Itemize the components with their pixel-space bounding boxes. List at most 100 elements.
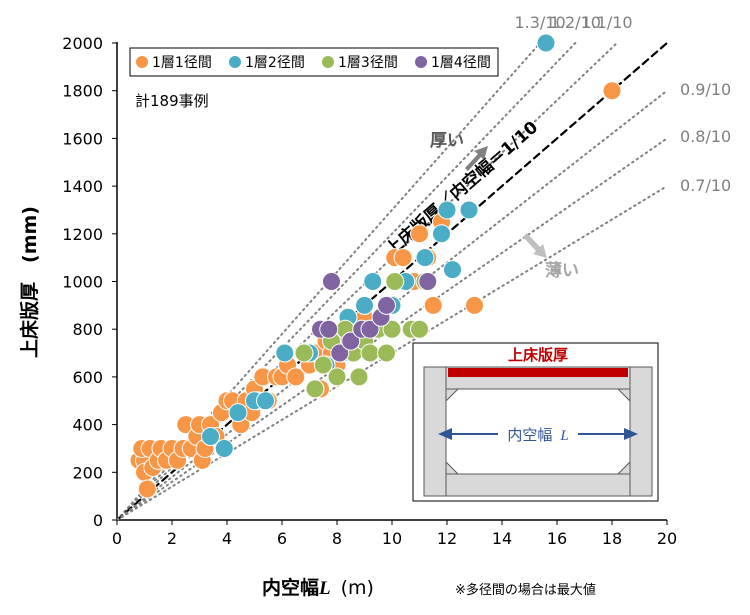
inset-title: 上床版厚 — [508, 346, 568, 364]
x-tick-label: 12 — [437, 529, 457, 548]
y-tick-label: 1200 — [62, 225, 103, 244]
thick-annotation: 厚い — [430, 131, 488, 171]
haunch-bottom-right — [616, 460, 631, 475]
legend-box — [129, 47, 499, 77]
culvert-bottom-slab — [423, 473, 653, 497]
data-point-series-3 — [294, 343, 314, 363]
data-point-series-1 — [393, 248, 413, 268]
legend-label: 1層2径間 — [245, 55, 305, 71]
data-point-series-4 — [377, 295, 396, 315]
data-point-series-2 — [443, 260, 462, 280]
thick-arrow-shape — [465, 146, 488, 171]
haunch-top-left — [445, 388, 460, 403]
y-tick-label: 1600 — [62, 129, 103, 148]
data-point-series-1 — [410, 224, 429, 244]
data-point-series-2 — [201, 427, 220, 447]
x-tick-label: 2 — [167, 529, 177, 548]
thin-label: 薄い — [545, 260, 579, 281]
y-tick-label: 200 — [72, 463, 103, 482]
ratio-label: 1.2/10 — [550, 13, 601, 32]
y-tick-label: 1800 — [62, 82, 103, 101]
x-tick-label: 6 — [277, 529, 287, 548]
legend-marker — [415, 56, 427, 68]
data-point-series-1 — [286, 367, 306, 387]
count-label: 計189事例 — [135, 92, 209, 110]
data-point-series-2 — [415, 248, 435, 268]
thin-annotation: 薄い — [523, 233, 579, 281]
thin-arrow-shape — [523, 233, 547, 258]
x-tick-label: 18 — [602, 529, 622, 548]
data-point-series-2 — [256, 391, 275, 411]
data-point-series-3 — [410, 319, 429, 339]
span-arrowhead-left — [438, 428, 452, 440]
y-axis-title: 上床版厚 (mm) — [18, 206, 41, 358]
data-point-series-2 — [228, 403, 248, 423]
span-arrowhead-right — [624, 428, 638, 440]
x-tick-label: 4 — [222, 529, 232, 548]
data-point-series-4 — [319, 319, 339, 339]
data-point-series-2 — [214, 438, 234, 458]
legend-marker — [229, 56, 241, 68]
data-point-series-1 — [465, 295, 484, 315]
legend-marker — [136, 56, 148, 68]
legend-label: 1層4径間 — [431, 55, 491, 71]
legend-label: 1層3径間 — [338, 55, 398, 71]
data-point-series-3 — [377, 343, 396, 363]
x-axis-note: ※多径間の場合は最大値 — [455, 582, 596, 598]
data-point-series-2 — [275, 343, 295, 363]
inset-diagram: 上床版厚 内空幅 L — [412, 342, 659, 502]
data-point-series-3 — [382, 319, 402, 339]
y-tick-label: 1400 — [62, 177, 103, 196]
data-point-series-3 — [327, 367, 347, 387]
x-tick-label: 16 — [547, 529, 567, 548]
top-slab-highlight — [448, 368, 628, 377]
x-tick-label: 14 — [492, 529, 512, 548]
y-tick-label: 0 — [93, 511, 103, 530]
haunch-top-right — [616, 388, 631, 403]
y-tick-label: 1000 — [62, 273, 103, 292]
x-axis-var: L — [318, 578, 331, 599]
legend-label: 1層1径間 — [152, 55, 212, 71]
data-point-series-3 — [313, 355, 333, 375]
y-tick-label: 2000 — [62, 34, 103, 53]
ratio-label: 0.9/10 — [680, 80, 731, 99]
y-tick-label: 800 — [72, 320, 103, 339]
x-tick-label: 20 — [657, 529, 677, 548]
x-axis-unit: (m) — [341, 577, 374, 599]
y-ticks: 0 200 400 600 800 1000 1200 1400 1600 1800 2000 — [62, 34, 117, 530]
ratio-label: 0.8/10 — [680, 127, 731, 146]
ratio-label: 1.1/10 — [581, 13, 632, 32]
legend-marker — [322, 56, 334, 68]
data-point-series-3 — [349, 367, 369, 387]
data-point-series-1 — [423, 295, 443, 315]
data-point-series-2 — [437, 200, 457, 220]
data-point-series-4 — [341, 331, 361, 351]
data-point-series-3 — [360, 343, 380, 363]
culvert-left-wall — [423, 366, 447, 497]
data-point-series-2 — [536, 33, 556, 53]
data-point-series-2 — [432, 224, 451, 244]
y-tick-label: 400 — [72, 416, 103, 435]
x-ticks: 0 2 4 6 8 10 12 14 16 18 20 — [112, 520, 677, 548]
data-point-series-4 — [322, 272, 341, 291]
culvert-right-wall — [629, 366, 653, 497]
culvert-inner — [445, 388, 631, 475]
data-point-series-2 — [355, 295, 374, 315]
span-var: L — [559, 428, 568, 444]
data-point-series-1 — [602, 81, 622, 101]
scatter-points — [129, 33, 622, 499]
data-point-series-4 — [330, 343, 350, 363]
data-point-series-4 — [360, 319, 380, 339]
y-tick-label: 600 — [72, 368, 103, 387]
x-axis-title: 内空幅L (m) — [262, 576, 374, 599]
x-tick-label: 10 — [382, 529, 402, 548]
span-label: 内空幅 L — [507, 426, 568, 444]
data-point-series-2 — [459, 200, 479, 220]
legend: 1層1径間 1層2径間 1層3径間 1層4径間 — [129, 47, 499, 77]
ratio-label: 1.3/10 — [514, 13, 565, 32]
data-point-series-3 — [305, 379, 325, 399]
x-tick-label: 0 — [112, 529, 122, 548]
data-point-series-4 — [418, 272, 438, 291]
x-tick-label: 8 — [332, 529, 342, 548]
